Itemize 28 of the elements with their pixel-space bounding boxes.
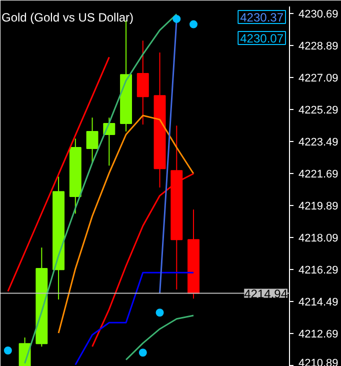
- y-tick-label: 4223.49: [298, 136, 338, 148]
- candlestick: [86, 117, 98, 164]
- line-series: [125, 314, 194, 360]
- point: [138, 348, 147, 357]
- text: 4230.07: [240, 32, 284, 46]
- y-tick-label: 4221.69: [298, 168, 338, 180]
- candlestick: [136, 40, 149, 126]
- candlestick: [18, 337, 31, 366]
- ref-line-label: 4214.94: [244, 286, 288, 301]
- y-tick-label: 4228.89: [298, 40, 338, 52]
- y-tick-label: 4219.89: [298, 200, 338, 212]
- y-tick-label: 4216.29: [298, 264, 338, 276]
- y-tick-label: 4214.49: [298, 296, 338, 308]
- point: [156, 308, 164, 317]
- line-series: [74, 272, 194, 366]
- line-series: [7, 56, 110, 292]
- y-tick-label: 4225.29: [298, 104, 338, 116]
- line-series: [58, 114, 194, 334]
- point: [4, 346, 12, 354]
- y-tick-label: 4227.09: [298, 72, 338, 84]
- line-series: [92, 172, 194, 348]
- y-tick-label: 4218.09: [298, 232, 338, 244]
- y-tick-label: 4230.69: [298, 8, 338, 20]
- text: 4230.37: [240, 10, 284, 24]
- point: [172, 14, 181, 23]
- point: [190, 20, 198, 28]
- chart-title: Gold (Gold vs US Dollar): [2, 10, 134, 24]
- y-tick-label: 4212.69: [298, 328, 338, 340]
